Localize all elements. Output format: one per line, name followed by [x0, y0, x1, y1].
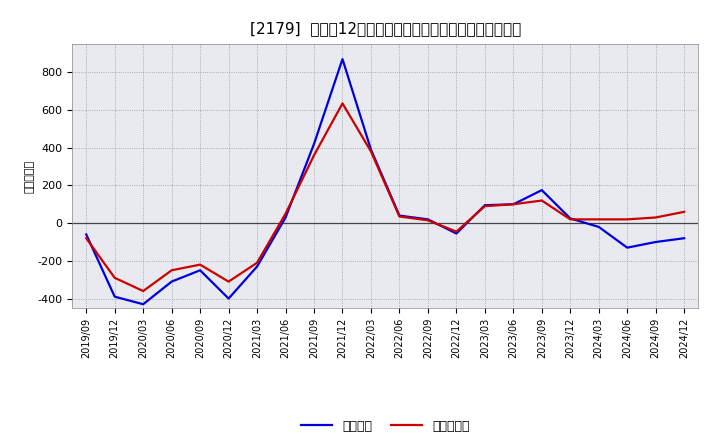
当期純利益 — [110, 275, 119, 280]
経常利益 — [452, 231, 461, 236]
経常利益 — [338, 56, 347, 62]
当期純利益 — [595, 217, 603, 222]
経常利益 — [623, 245, 631, 250]
当期純利益 — [338, 101, 347, 106]
当期純利益 — [395, 214, 404, 219]
経常利益 — [509, 202, 518, 207]
当期純利益 — [225, 279, 233, 284]
経常利益 — [196, 268, 204, 273]
Title: [2179]  利益だ12か月移動合計の対前年同期増減額の推移: [2179] 利益だ12か月移動合計の対前年同期増減額の推移 — [250, 21, 521, 36]
当期純利益 — [82, 235, 91, 241]
当期純利益 — [509, 202, 518, 207]
当期純利益 — [366, 149, 375, 154]
経常利益 — [310, 141, 318, 147]
当期純利益 — [167, 268, 176, 273]
当期純利益 — [480, 204, 489, 209]
Line: 当期純利益: 当期純利益 — [86, 103, 684, 291]
経常利益 — [480, 202, 489, 208]
Y-axis label: （百万円）: （百万円） — [24, 159, 35, 193]
経常利益 — [225, 296, 233, 301]
経常利益 — [110, 294, 119, 299]
経常利益 — [566, 216, 575, 221]
当期純利益 — [537, 198, 546, 203]
当期純利益 — [196, 262, 204, 267]
経常利益 — [282, 215, 290, 220]
経常利益 — [595, 224, 603, 230]
経常利益 — [167, 279, 176, 284]
経常利益 — [395, 213, 404, 218]
当期純利益 — [652, 215, 660, 220]
当期純利益 — [253, 260, 261, 265]
経常利益 — [537, 187, 546, 193]
経常利益 — [82, 232, 91, 237]
当期純利益 — [680, 209, 688, 214]
当期純利益 — [423, 218, 432, 223]
経常利益 — [423, 217, 432, 222]
Line: 経常利益: 経常利益 — [86, 59, 684, 304]
当期純利益 — [310, 153, 318, 158]
当期純利益 — [139, 288, 148, 293]
当期純利益 — [452, 229, 461, 234]
当期純利益 — [566, 217, 575, 222]
経常利益 — [680, 235, 688, 241]
当期純利益 — [282, 211, 290, 216]
経常利益 — [366, 147, 375, 152]
経常利益 — [139, 301, 148, 307]
経常利益 — [253, 264, 261, 269]
当期純利益 — [623, 217, 631, 222]
経常利益 — [652, 239, 660, 245]
Legend: 経常利益, 当期純利益: 経常利益, 当期純利益 — [296, 414, 474, 437]
